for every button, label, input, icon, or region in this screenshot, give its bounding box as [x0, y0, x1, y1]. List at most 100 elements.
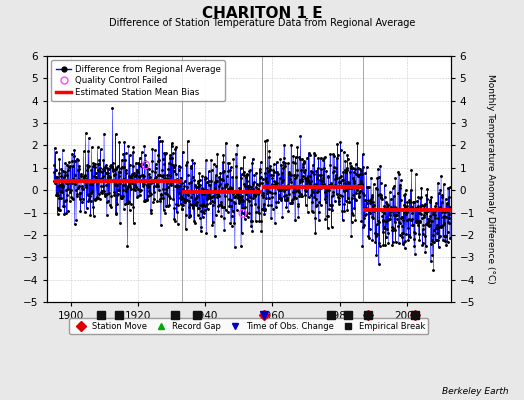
Point	[407, 206, 416, 212]
Point	[54, 183, 62, 189]
Point	[233, 191, 242, 197]
Point	[137, 187, 145, 193]
Point	[242, 212, 250, 218]
Point	[81, 173, 89, 179]
Point	[121, 181, 129, 188]
Point	[81, 208, 89, 215]
Point	[85, 196, 93, 203]
Point	[390, 212, 398, 218]
Point	[96, 165, 104, 172]
Point	[287, 172, 295, 178]
Point	[51, 149, 60, 156]
Point	[218, 175, 226, 182]
Point	[360, 215, 368, 221]
Point	[67, 194, 75, 200]
Point	[285, 184, 293, 191]
Point	[402, 203, 411, 209]
Point	[151, 165, 160, 172]
Point	[367, 174, 375, 181]
Point	[370, 201, 378, 208]
Point	[110, 189, 118, 195]
Point	[102, 169, 110, 176]
Point	[426, 197, 434, 203]
Point	[237, 243, 245, 249]
Point	[299, 164, 308, 170]
Point	[133, 168, 141, 174]
Point	[422, 196, 431, 202]
Point	[444, 220, 453, 226]
Point	[156, 138, 164, 144]
Point	[210, 161, 218, 168]
Point	[52, 192, 60, 198]
Point	[196, 182, 204, 188]
Point	[165, 201, 173, 208]
Point	[261, 174, 270, 181]
Point	[181, 199, 189, 205]
Point	[123, 200, 132, 206]
Point	[366, 198, 375, 204]
Point	[414, 222, 422, 228]
Point	[70, 146, 79, 153]
Point	[306, 173, 314, 179]
Point	[373, 221, 381, 228]
Point	[58, 189, 67, 196]
Point	[446, 235, 454, 241]
Point	[312, 196, 320, 202]
Point	[347, 162, 356, 169]
Point	[291, 217, 299, 224]
Point	[323, 187, 331, 193]
Point	[387, 206, 396, 212]
Point	[365, 208, 374, 214]
Point	[439, 237, 447, 243]
Point	[248, 180, 257, 187]
Point	[374, 218, 383, 225]
Point	[248, 227, 256, 234]
Point	[335, 179, 344, 185]
Point	[286, 176, 294, 182]
Point	[69, 176, 78, 183]
Point	[82, 175, 90, 182]
Point	[107, 164, 116, 170]
Point	[99, 173, 107, 179]
Point	[223, 188, 232, 194]
Point	[418, 215, 426, 221]
Point	[299, 169, 308, 175]
Point	[400, 192, 409, 198]
Point	[219, 177, 227, 183]
Point	[367, 213, 376, 220]
Point	[69, 196, 78, 202]
Point	[66, 198, 74, 205]
Point	[310, 194, 319, 200]
Point	[72, 217, 80, 224]
Point	[434, 190, 443, 196]
Point	[290, 194, 299, 200]
Point	[91, 197, 99, 203]
Point	[232, 189, 241, 196]
Point	[436, 223, 445, 230]
Point	[372, 232, 380, 239]
Point	[414, 218, 423, 224]
Point	[56, 156, 64, 162]
Point	[314, 209, 323, 215]
Point	[251, 193, 259, 200]
Point	[53, 205, 62, 211]
Point	[439, 222, 447, 228]
Point	[339, 176, 347, 183]
Point	[339, 217, 347, 224]
Point	[199, 201, 208, 208]
Point	[192, 202, 201, 208]
Point	[339, 193, 347, 200]
Point	[401, 187, 410, 194]
Point	[167, 182, 175, 188]
Point	[412, 219, 420, 226]
Point	[319, 172, 327, 178]
Point	[131, 182, 139, 188]
Point	[244, 183, 253, 190]
Point	[444, 219, 453, 226]
Point	[216, 199, 225, 206]
Point	[147, 207, 155, 213]
Point	[220, 227, 228, 233]
Point	[329, 169, 337, 176]
Point	[308, 199, 316, 206]
Point	[328, 202, 336, 208]
